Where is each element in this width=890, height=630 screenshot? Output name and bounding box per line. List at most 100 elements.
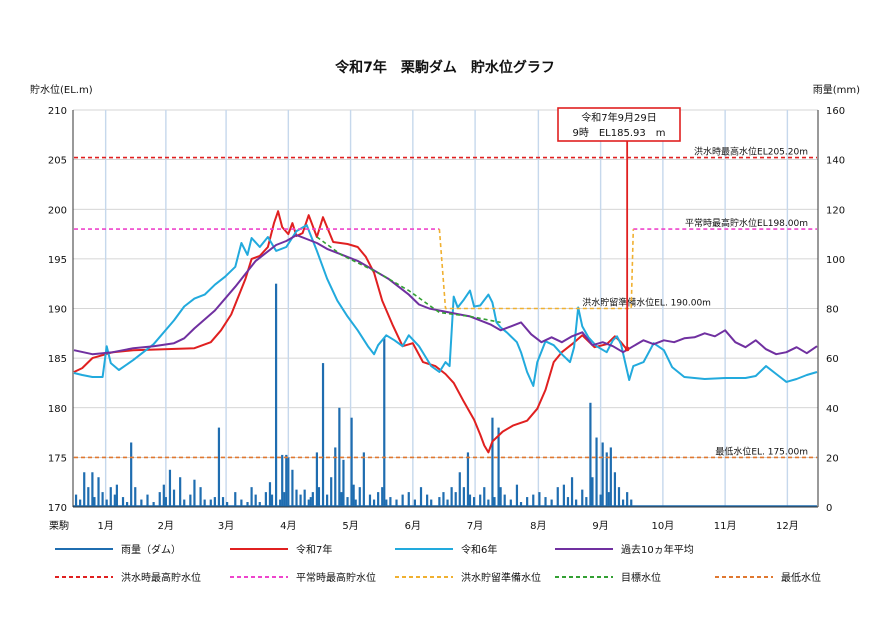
- x-month-label: 2月: [158, 520, 174, 532]
- rainfall-bar: [217, 427, 221, 507]
- reference-lines: 洪水時最高水位EL205.20m 平常時最高貯水位EL198.00m 洪水貯留準備水…: [582, 146, 808, 458]
- rainfall-bar: [544, 497, 547, 507]
- rainfall-bar: [105, 499, 108, 507]
- rainfall-bar: [172, 489, 176, 507]
- rainfall-bar: [189, 494, 192, 507]
- rainfall-bar: [83, 472, 86, 507]
- rainfall-bar: [626, 492, 629, 507]
- rainfall-bar: [179, 477, 182, 507]
- rainfall-bar: [607, 492, 610, 507]
- rainfall-bar: [91, 472, 94, 507]
- rainfall-bar: [483, 487, 486, 507]
- rainfall-bar: [562, 484, 565, 507]
- y-left-tick-label: 175: [48, 453, 67, 464]
- rainfall-bar: [246, 502, 249, 507]
- reference-line-label: 洪水貯留準備水位EL. 190.00m: [582, 297, 711, 309]
- rainfall-bar: [617, 487, 621, 507]
- rainfall-bar: [368, 494, 372, 507]
- rainfall-bar: [493, 497, 496, 507]
- rainfall-bar: [74, 494, 78, 507]
- rainfall-bar: [250, 487, 253, 507]
- rainfall-bar: [605, 452, 608, 507]
- rainfall-bar: [130, 442, 133, 507]
- rainfall-bar: [362, 452, 365, 507]
- rainfall-bar: [491, 417, 494, 507]
- rainfall-bar: [87, 487, 90, 507]
- rainfall-bar: [389, 497, 392, 507]
- rainfall-bar: [342, 459, 345, 507]
- rainfall-bar: [134, 487, 137, 507]
- rainfall-bar: [381, 487, 384, 507]
- rainfall-bar: [585, 497, 588, 507]
- rainfall-bar: [183, 499, 186, 507]
- rainfall-bar: [454, 492, 457, 507]
- rainfall-bar: [458, 472, 461, 507]
- legend-label: 洪水貯留準備水位: [461, 571, 541, 584]
- rainfall-bar: [613, 472, 617, 507]
- rainfall-bar: [213, 497, 216, 507]
- rainfall-bar: [152, 502, 155, 507]
- rainfall-bar: [621, 499, 625, 507]
- reference-line-label: 最低水位EL. 175.00m: [715, 445, 808, 457]
- rainfall-bar: [407, 492, 410, 507]
- series-line: [316, 236, 501, 324]
- y-right-tick-label: 60: [826, 354, 839, 365]
- rainfall-bar: [140, 499, 143, 507]
- rainfall-bar: [426, 494, 429, 507]
- x-month-label: 7月: [467, 520, 483, 532]
- y-left-tick-label: 180: [48, 404, 67, 415]
- annotation-level: 9時 EL185.93 m: [573, 127, 666, 139]
- reference-line-label: 平常時最高貯水位EL198.00m: [685, 217, 808, 229]
- legend-label: 最低水位: [781, 571, 821, 584]
- y-right-tick-label: 0: [826, 503, 832, 514]
- y-left-tick-label: 200: [48, 205, 67, 216]
- rainfall-bar: [479, 494, 482, 507]
- rainfall-bar: [317, 487, 321, 507]
- y-right-tick-label: 20: [826, 453, 839, 464]
- rainfall-bar: [526, 497, 529, 507]
- rainfall-bar: [462, 487, 465, 507]
- rainfall-bar: [499, 487, 502, 507]
- rainfall-bars: [73, 283, 817, 507]
- rainfall-bar: [372, 499, 376, 507]
- rainfall-bar: [599, 494, 602, 507]
- rainfall-bar: [446, 499, 449, 507]
- rainfall-bar: [168, 469, 172, 507]
- y-left-tick-label: 170: [48, 503, 67, 514]
- rainfall-bar: [121, 497, 125, 507]
- rainfall-bar: [487, 499, 490, 507]
- rainfall-bar: [326, 494, 329, 507]
- rainfall-bar: [601, 442, 604, 507]
- series-lines: [73, 156, 818, 459]
- y-left-axis-label: 貯水位(EL.m): [30, 83, 93, 96]
- annotation-date: 令和7年9月29日: [581, 111, 656, 124]
- rainfall-bar: [442, 492, 445, 507]
- rainfall-bar: [299, 494, 302, 507]
- rainfall-bar: [515, 484, 519, 507]
- x-month-label: 5月: [342, 520, 358, 532]
- rainfall-bar: [79, 499, 82, 507]
- rainfall-bar: [466, 452, 470, 507]
- rainfall-bar: [450, 487, 453, 507]
- rainfall-bar: [283, 492, 286, 507]
- rainfall-bar: [162, 484, 165, 507]
- rainfall-bar: [158, 492, 161, 507]
- legend-label: 目標水位: [621, 571, 661, 584]
- rainfall-bar: [113, 494, 116, 507]
- rainfall-bar: [330, 477, 333, 507]
- rainfall-bar: [97, 477, 100, 507]
- rainfall-bar: [395, 499, 398, 507]
- rainfall-bar: [383, 338, 386, 507]
- rainfall-bar: [570, 477, 574, 507]
- rainfall-bar: [281, 454, 284, 507]
- y-right-tick-label: 160: [826, 106, 845, 117]
- rainfall-bar: [430, 499, 433, 507]
- rainfall-bar: [509, 499, 512, 507]
- rainfall-bar: [101, 492, 104, 507]
- y-right-tick-label: 120: [826, 205, 845, 216]
- chart-title: 令和7年 栗駒ダム 貯水位グラフ: [334, 59, 555, 76]
- rainfall-bar: [566, 497, 570, 507]
- series-line: [438, 229, 635, 310]
